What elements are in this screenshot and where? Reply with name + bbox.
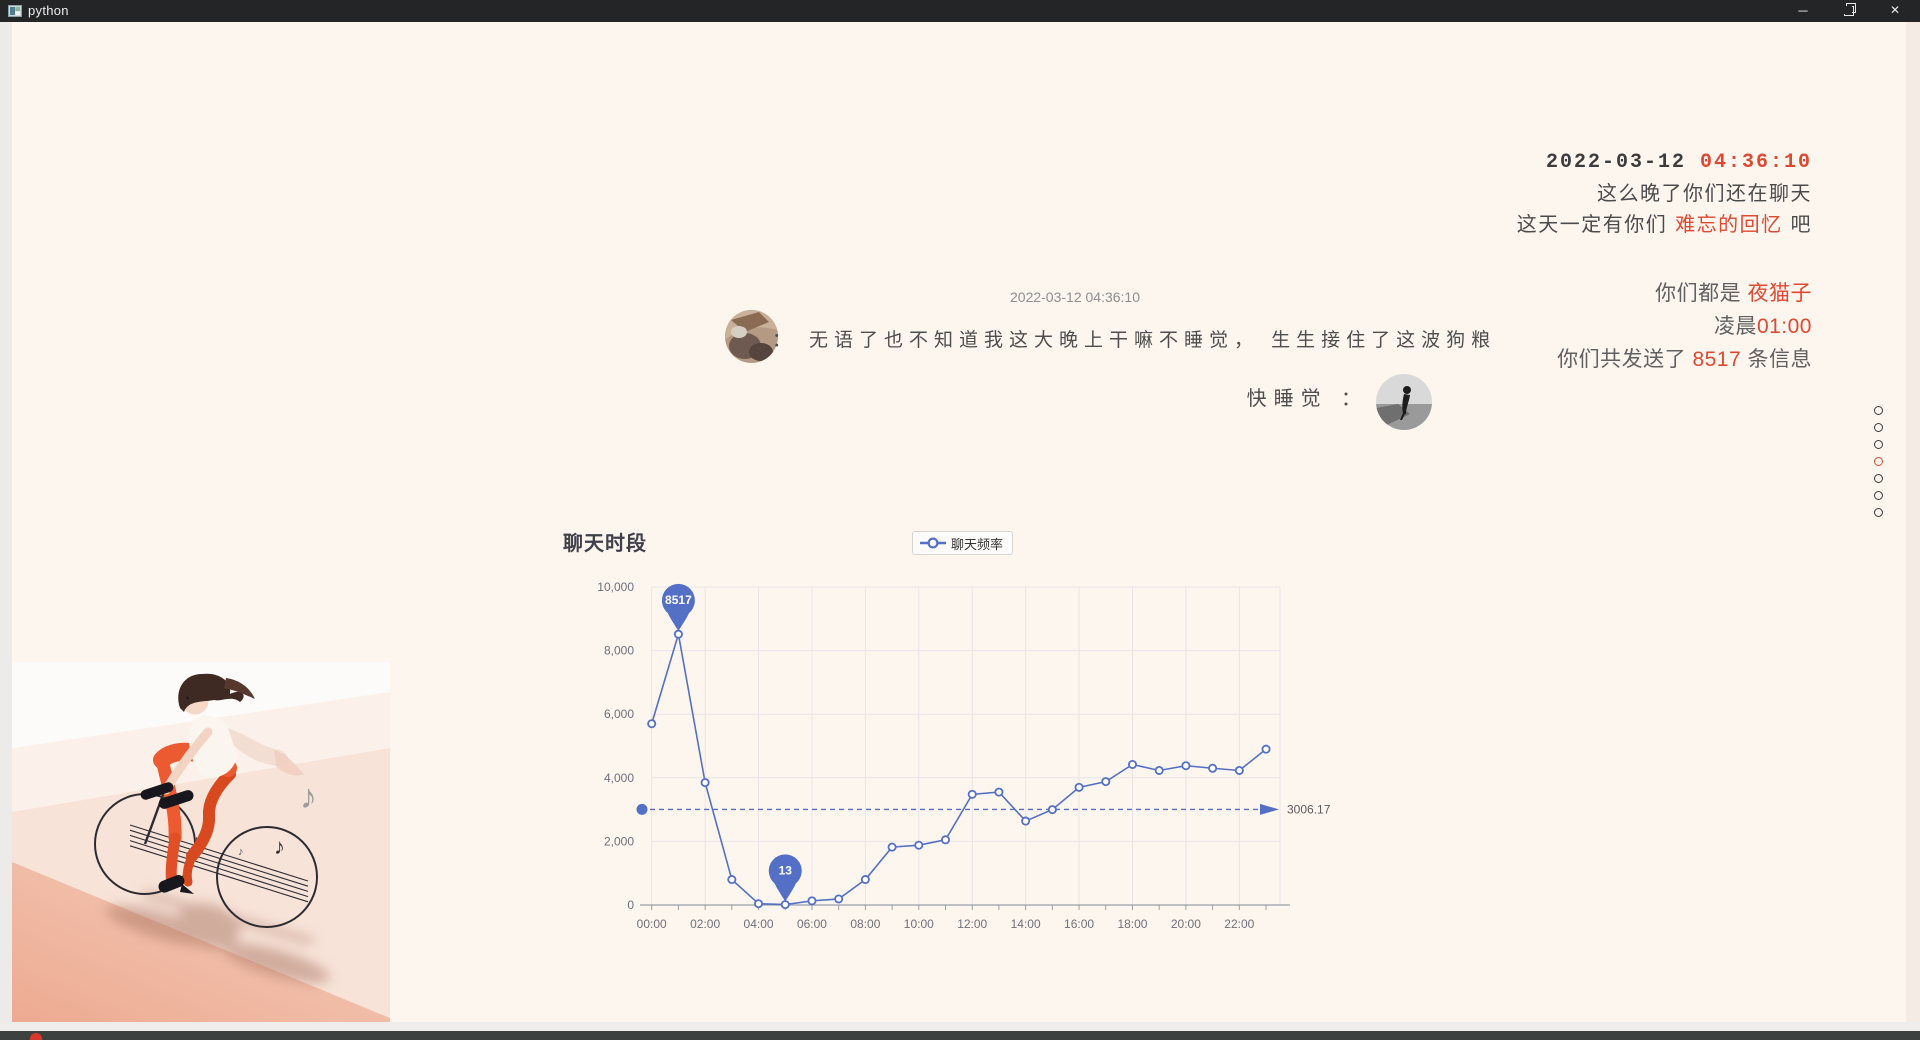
page-dot-6[interactable] xyxy=(1874,491,1883,500)
svg-text:3006.17: 3006.17 xyxy=(1287,802,1331,816)
page-dot-3[interactable] xyxy=(1874,440,1883,449)
report-time: 04:36:10 xyxy=(1699,151,1812,174)
svg-text:06:00: 06:00 xyxy=(797,917,827,931)
bicycle-illustration: ♪ ♪ ♪ ♪ xyxy=(12,662,390,1022)
page-dot-4[interactable] xyxy=(1874,457,1883,466)
svg-text:4,000: 4,000 xyxy=(604,771,634,785)
music-note-icon: ♪ xyxy=(300,778,317,816)
svg-text:6,000: 6,000 xyxy=(604,707,634,721)
page-dot-5[interactable] xyxy=(1874,474,1883,483)
message-count-highlight: 8517 xyxy=(1692,348,1742,371)
summary-header: 2022-03-12 04:36:10 这么晚了你们还在聊天 这天一定有你们 难… xyxy=(1517,148,1812,240)
svg-text:10:00: 10:00 xyxy=(904,917,934,931)
chat-timestamp: 2022-03-12 04:36:10 xyxy=(1010,289,1140,305)
bike-shadow xyxy=(106,889,330,983)
page-dot-7[interactable] xyxy=(1874,508,1883,517)
line-chart-canvas: 0 2,000 4,000 6,000 8,000 10,000 00:00 02:00 04:… xyxy=(597,580,1331,931)
memorable-highlight: 难忘的回忆 xyxy=(1675,212,1783,236)
svg-text:0: 0 xyxy=(627,898,634,912)
stats-line-2: 凌晨01:00 xyxy=(1713,315,1812,338)
window-titlebar: python ─ ✕ xyxy=(0,0,1920,22)
avatar-user-1 xyxy=(725,310,778,363)
report-date: 2022-03-12 xyxy=(1545,151,1686,174)
minimize-button[interactable]: ─ xyxy=(1798,3,1808,18)
red-indicator-icon xyxy=(30,1033,42,1040)
svg-text:04:00: 04:00 xyxy=(744,917,774,931)
chat-message-right: 快睡觉 ： xyxy=(1246,386,1368,410)
restore-icon xyxy=(1844,3,1856,16)
summary-line-1: 这么晚了你们还在聊天 xyxy=(1597,181,1812,205)
svg-text:2,000: 2,000 xyxy=(604,834,634,848)
bottom-bar xyxy=(0,1031,1920,1040)
svg-text:18:00: 18:00 xyxy=(1117,917,1147,931)
peak-hour-highlight: 01:00 xyxy=(1756,315,1812,338)
svg-text:22:00: 22:00 xyxy=(1224,917,1254,931)
svg-text:16:00: 16:00 xyxy=(1064,917,1094,931)
bottom-edge-light xyxy=(0,1022,1920,1031)
stats-line-3: 你们共发送了 8517 条信息 xyxy=(1557,348,1812,371)
page-dot-1[interactable] xyxy=(1874,406,1883,415)
chart-title: 聊天时段 xyxy=(563,533,647,555)
music-note-icon: ♪ xyxy=(274,834,285,859)
svg-text:13: 13 xyxy=(779,864,793,878)
avatar-user-2 xyxy=(1376,374,1432,430)
legend-line-icon xyxy=(920,537,946,549)
legend-label: 聊天频率 xyxy=(951,536,1004,552)
svg-text:08:00: 08:00 xyxy=(850,917,880,931)
svg-text:8517: 8517 xyxy=(665,593,692,607)
chat-message-left: ： 无语了也不知道我这大晚上干嘛不睡觉， 生生接住了这波狗粮 xyxy=(772,329,1497,351)
window-title: python xyxy=(28,3,69,18)
report-datetime: 2022-03-12 04:36:10 xyxy=(1517,148,1812,178)
chat-hours-chart: 聊天时段 聊天频率 0 2,000 4,000 6,000 8,000 10,000 00:… xyxy=(560,515,1372,967)
page-nav-dots xyxy=(1874,406,1883,525)
svg-text:02:00: 02:00 xyxy=(690,917,720,931)
music-note-icon: ♪ xyxy=(238,846,244,858)
page-dot-2[interactable] xyxy=(1874,423,1883,432)
night-owl-highlight: 夜猫子 xyxy=(1747,282,1812,305)
svg-text:12:00: 12:00 xyxy=(957,917,987,931)
svg-text:14:00: 14:00 xyxy=(1011,917,1041,931)
summary-line-2: 这天一定有你们 难忘的回忆 吧 xyxy=(1516,212,1812,236)
window-left-edge xyxy=(0,22,12,1031)
summary-stats: 你们都是 夜猫子 凌晨01:00 你们共发送了 8517 条信息 xyxy=(1557,277,1812,376)
scrollbar-track xyxy=(1906,22,1920,1022)
svg-text:00:00: 00:00 xyxy=(637,917,667,931)
svg-text:20:00: 20:00 xyxy=(1171,917,1201,931)
close-button[interactable]: ✕ xyxy=(1889,3,1901,17)
legend-chat-frequency[interactable]: 聊天频率 xyxy=(912,531,1014,555)
stats-line-1: 你们都是 夜猫子 xyxy=(1655,282,1812,305)
bicycle-rider xyxy=(140,673,304,894)
restore-button[interactable] xyxy=(1832,0,1866,22)
svg-text:10,000: 10,000 xyxy=(597,580,634,594)
app-icon xyxy=(8,5,22,17)
svg-text:8,000: 8,000 xyxy=(604,644,634,658)
